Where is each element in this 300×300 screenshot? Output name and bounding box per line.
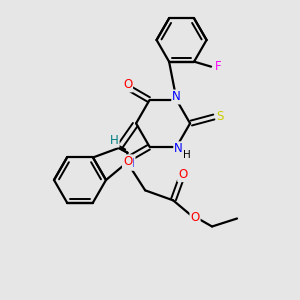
- Text: O: O: [123, 155, 132, 168]
- Text: O: O: [178, 168, 187, 181]
- Text: N: N: [126, 157, 135, 170]
- Text: S: S: [217, 110, 224, 123]
- Text: N: N: [172, 91, 181, 103]
- Text: O: O: [190, 211, 200, 224]
- Text: O: O: [123, 79, 132, 92]
- Text: F: F: [215, 60, 221, 73]
- Text: N: N: [174, 142, 183, 155]
- Text: H: H: [110, 134, 119, 146]
- Text: H: H: [183, 150, 190, 160]
